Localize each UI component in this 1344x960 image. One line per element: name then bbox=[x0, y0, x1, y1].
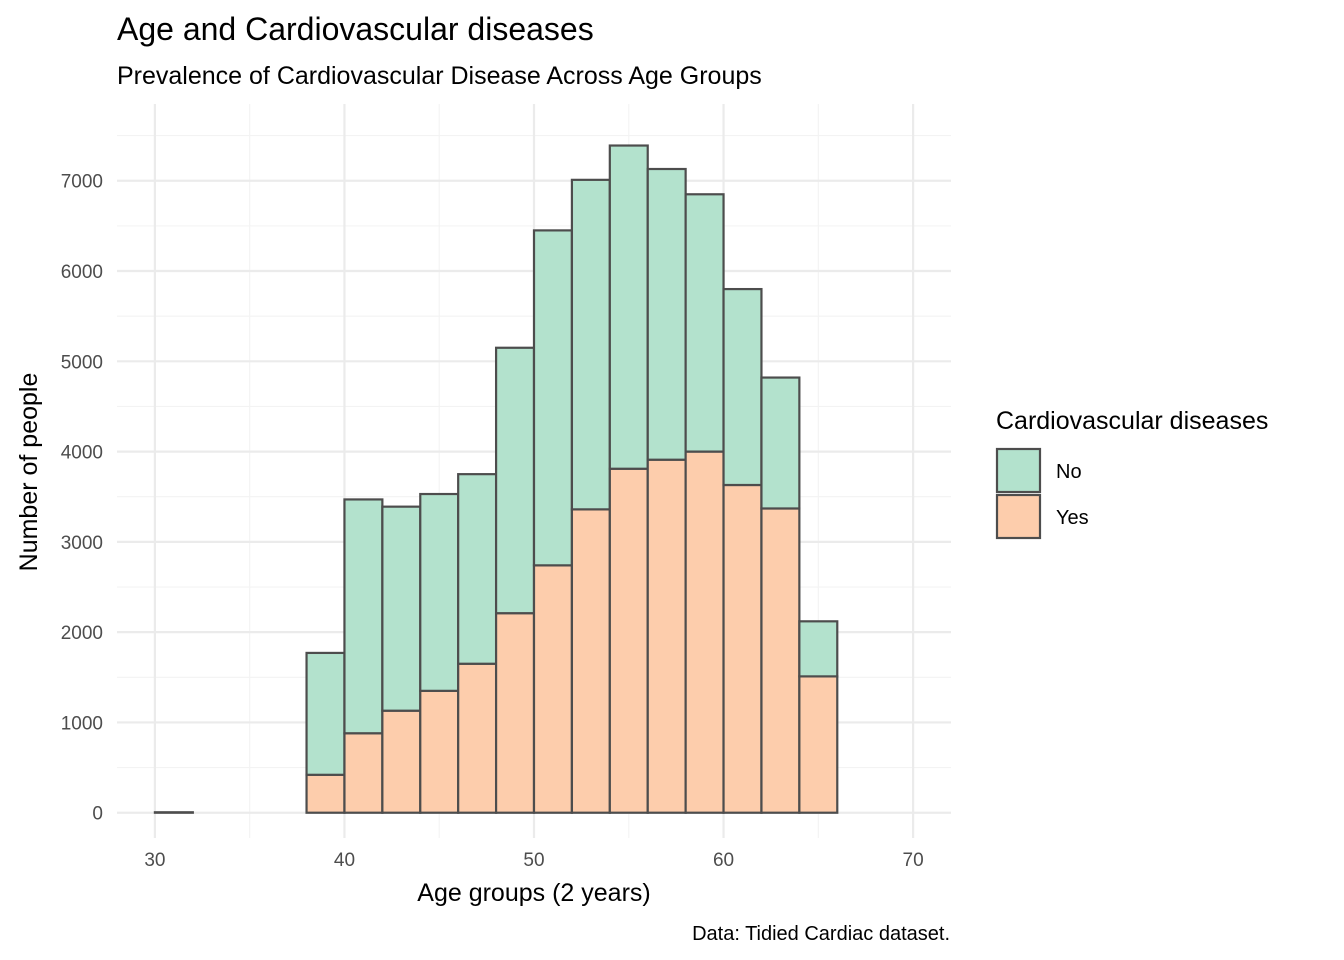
bar-no-44 bbox=[419, 492, 460, 692]
x-tick-label: 60 bbox=[713, 850, 734, 871]
y-tick-label: 2000 bbox=[61, 623, 103, 644]
bar-yes-50 bbox=[532, 564, 574, 814]
x-tick-label: 70 bbox=[903, 850, 924, 871]
legend-key-yes bbox=[995, 493, 1042, 540]
y-tick-label: 1000 bbox=[61, 713, 103, 734]
y-tick-label: 5000 bbox=[61, 352, 103, 373]
y-tick-label: 6000 bbox=[61, 262, 103, 283]
bar-no-58 bbox=[684, 193, 725, 453]
x-axis-label: Age groups (2 years) bbox=[417, 879, 650, 907]
y-tick-label: 4000 bbox=[61, 443, 103, 464]
bar-yes-38 bbox=[305, 773, 346, 814]
bar-no-38 bbox=[305, 651, 346, 776]
bar-no-40 bbox=[343, 498, 384, 735]
bar-no-52 bbox=[570, 178, 611, 511]
bar-yes-40 bbox=[343, 732, 384, 814]
legend-label-yes: Yes bbox=[1056, 507, 1089, 529]
bar-yes-48 bbox=[494, 612, 536, 814]
x-axis-ticks: 30 40 50 60 70 bbox=[144, 850, 923, 871]
bar-yes-56 bbox=[646, 458, 687, 814]
bar-yes-62 bbox=[760, 507, 801, 814]
bar-no-54 bbox=[608, 144, 649, 470]
legend-title: Cardiovascular diseases bbox=[996, 407, 1268, 435]
y-tick-label: 3000 bbox=[61, 533, 103, 554]
bar-no-48 bbox=[494, 346, 536, 615]
y-axis-ticks: 0 1000 2000 3000 4000 5000 6000 7000 bbox=[61, 172, 103, 825]
x-tick-label: 50 bbox=[523, 850, 544, 871]
y-tick-label: 7000 bbox=[61, 172, 103, 193]
bar-yes-60 bbox=[722, 483, 763, 814]
legend-key-no bbox=[995, 447, 1042, 494]
bar-no-42 bbox=[381, 505, 422, 712]
bar-yes-42 bbox=[381, 709, 422, 814]
x-tick-label: 30 bbox=[144, 850, 165, 871]
bar-yes-58 bbox=[684, 450, 725, 814]
bar-yes-46 bbox=[457, 662, 498, 814]
bar-no-46 bbox=[457, 473, 498, 665]
legend: Cardiovascular diseases No Yes bbox=[995, 407, 1268, 540]
caption: Data: Tidied Cardiac dataset. bbox=[692, 923, 950, 945]
y-axis-label: Number of people bbox=[15, 373, 43, 572]
bar-no-50 bbox=[532, 229, 574, 567]
bar-no-62 bbox=[760, 376, 801, 510]
chart-title: Age and Cardiovascular diseases bbox=[117, 11, 594, 47]
bar-no-60 bbox=[722, 287, 763, 487]
bar-yes-52 bbox=[570, 508, 611, 814]
chart-subtitle: Prevalence of Cardiovascular Disease Acr… bbox=[117, 62, 762, 90]
bar-yes-54 bbox=[608, 467, 649, 814]
bar-no-56 bbox=[646, 167, 687, 461]
y-tick-label: 0 bbox=[92, 804, 103, 825]
legend-label-no: No bbox=[1056, 461, 1082, 483]
x-tick-label: 40 bbox=[334, 850, 355, 871]
bars bbox=[153, 144, 839, 814]
bar-yes-64 bbox=[798, 675, 839, 814]
bar-no-64 bbox=[798, 620, 839, 678]
bar-yes-44 bbox=[419, 689, 460, 814]
